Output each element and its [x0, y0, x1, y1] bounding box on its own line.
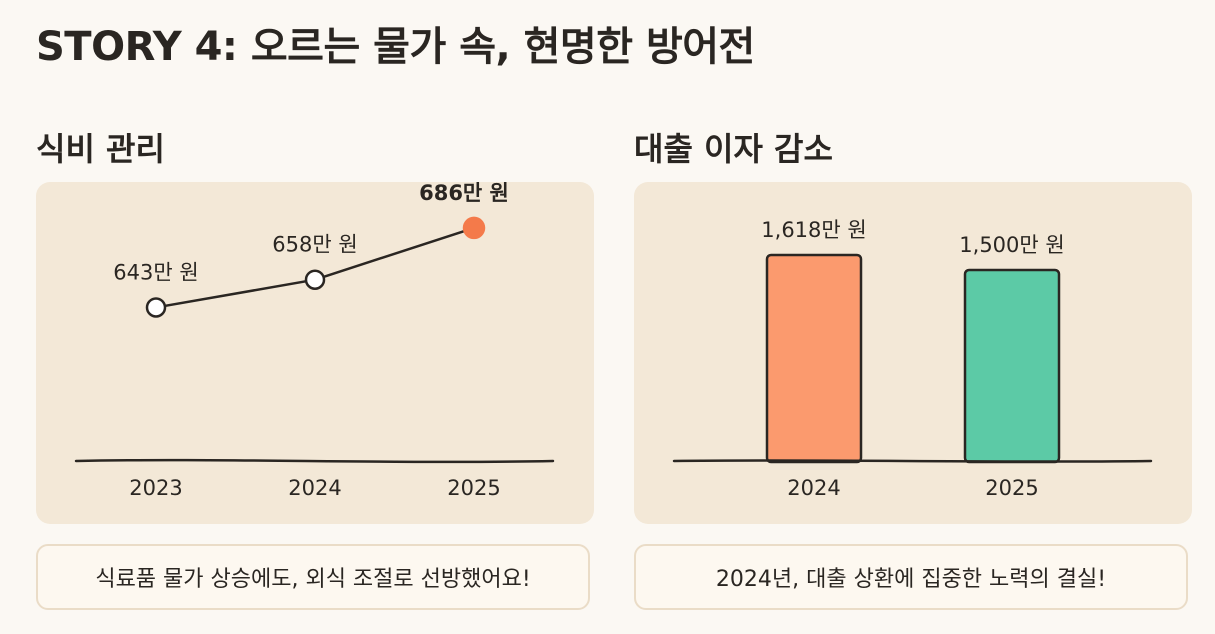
food-cost-line-chart: 643만 원 658만 원 686만 원 2023 2024 2025	[74, 182, 555, 500]
loan-interest-chart-panel: 1,618만 원 1,500만 원 2024 2025	[634, 182, 1192, 524]
story-title: STORY 4: 오르는 물가 속, 현명한 방어전	[36, 24, 755, 70]
loan-interest-x-ticks: 2024 2025	[787, 476, 1038, 500]
x-axis-baseline	[672, 459, 1153, 463]
loan-interest-title: 대출 이자 감소	[634, 130, 833, 168]
x-tick-2024: 2024	[787, 476, 840, 500]
food-cost-caption: 식료품 물가 상승에도, 외식 조절로 선방했어요!	[36, 544, 590, 610]
food-cost-chart-panel: 643만 원 658만 원 686만 원 2023 2024 2025	[36, 182, 594, 524]
value-label-2025: 1,500만 원	[959, 233, 1064, 257]
x-tick-2025: 2025	[447, 476, 500, 500]
loan-interest-value-labels: 1,618만 원 1,500만 원	[761, 218, 1064, 257]
data-point-2024	[304, 269, 326, 290]
bar-2024	[765, 253, 863, 464]
x-axis-baseline	[74, 458, 555, 464]
x-tick-2023: 2023	[129, 476, 182, 500]
value-label-2023: 643만 원	[113, 260, 198, 284]
loan-interest-bars	[765, 253, 1061, 464]
value-label-2025: 686만 원	[419, 182, 509, 205]
value-label-2024: 1,618만 원	[761, 218, 866, 242]
food-cost-points: 643만 원 658만 원 686만 원	[113, 182, 509, 318]
bar-2025	[963, 268, 1061, 464]
x-tick-2025: 2025	[985, 476, 1038, 500]
data-point-2023	[145, 297, 167, 318]
food-cost-title: 식비 관리	[36, 130, 165, 168]
loan-interest-caption: 2024년, 대출 상환에 집중한 노력의 결실!	[634, 544, 1188, 610]
value-label-2024: 658만 원	[272, 233, 357, 257]
data-point-2025	[462, 216, 486, 240]
loan-interest-bar-chart: 1,618만 원 1,500만 원 2024 2025	[672, 218, 1153, 500]
x-tick-2024: 2024	[288, 476, 341, 500]
food-cost-x-ticks: 2023 2024 2025	[129, 476, 500, 500]
